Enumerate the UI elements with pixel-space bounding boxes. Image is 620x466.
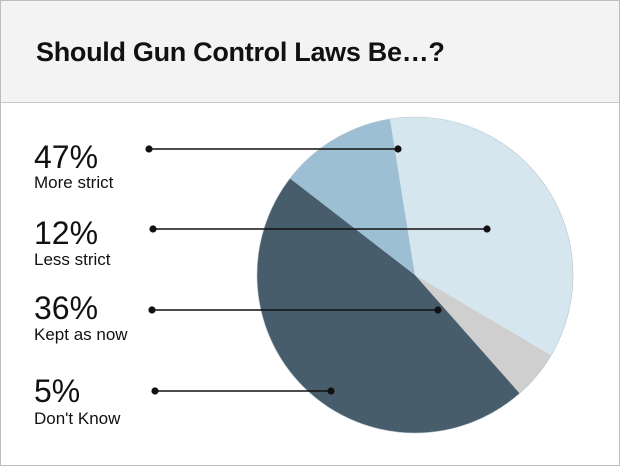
pie-slice-don-t-know	[415, 275, 552, 394]
slice-value-dont-know: 5%	[34, 373, 81, 409]
leader-start-dot-less-strict	[149, 225, 157, 233]
slice-value-kept-as-now: 36%	[34, 290, 99, 326]
pie-slice-less-strict	[289, 118, 415, 276]
pie-slice-kept-as-now	[390, 117, 574, 356]
chart-title: Should Gun Control Laws Be…?	[36, 37, 445, 67]
slice-label-kept-as-now: Kept as now	[34, 325, 128, 344]
slice-label-dont-know: Don't Know	[34, 409, 121, 428]
leader-start-dot-don-t-know	[151, 387, 159, 395]
slice-value-less-strict: 12%	[34, 215, 99, 251]
pie-outline	[256, 116, 574, 434]
leader-end-dot-don-t-know	[327, 387, 335, 395]
slice-label-more-strict: More strict	[34, 173, 114, 192]
leader-start-dot-more-strict	[145, 145, 153, 153]
leader-end-dot-more-strict	[394, 145, 402, 153]
pie-slice-more-strict	[257, 178, 520, 433]
slice-value-more-strict: 47%	[34, 139, 99, 175]
leader-end-dot-less-strict	[483, 225, 491, 233]
chart-header: Should Gun Control Laws Be…?	[1, 1, 619, 103]
leader-start-dot-kept-as-now	[148, 306, 156, 314]
leader-end-dot-kept-as-now	[434, 306, 442, 314]
slice-label-less-strict: Less strict	[34, 250, 111, 269]
